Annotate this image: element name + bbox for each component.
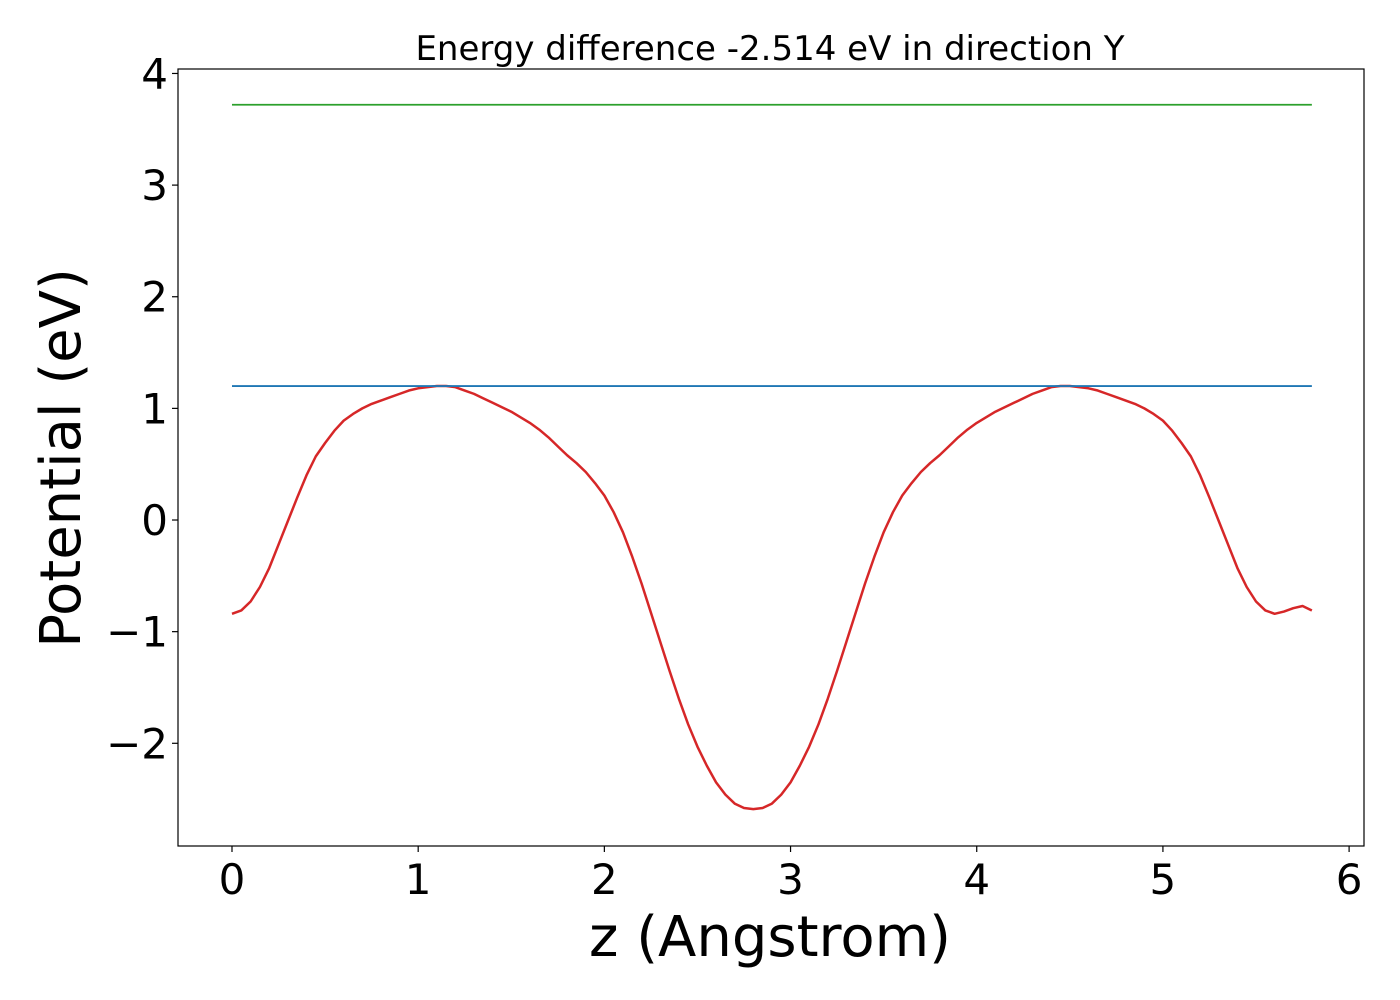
- x-tick-label: 2: [591, 855, 618, 904]
- x-axis-ticks: 0 1 2 3 4 5 6: [219, 846, 1363, 904]
- chart-title: Energy difference -2.514 eV in direction…: [415, 29, 1124, 69]
- y-tick-label: 2: [141, 273, 168, 322]
- x-tick-label: 1: [405, 855, 432, 904]
- x-tick-label: 3: [777, 855, 804, 904]
- y-axis-label: Potential (eV): [29, 268, 94, 648]
- x-tick-label: 6: [1336, 855, 1363, 904]
- y-axis-ticks: −2 −1 0 1 2 3 4: [106, 49, 178, 768]
- x-tick-label: 4: [963, 855, 990, 904]
- y-tick-label: 3: [141, 161, 168, 210]
- x-tick-label: 5: [1150, 855, 1177, 904]
- x-axis-label: z (Angstrom): [589, 905, 951, 970]
- x-tick-label: 0: [219, 855, 246, 904]
- y-tick-label: 1: [141, 384, 168, 433]
- series-line-1: [231, 384, 1313, 811]
- y-tick-label: −1: [106, 608, 168, 657]
- y-tick-label: 0: [141, 496, 168, 545]
- y-tick-label: −2: [106, 719, 168, 768]
- plot-frame: [177, 68, 1365, 847]
- y-tick-label: 4: [141, 49, 168, 98]
- series-layer: [231, 103, 1313, 811]
